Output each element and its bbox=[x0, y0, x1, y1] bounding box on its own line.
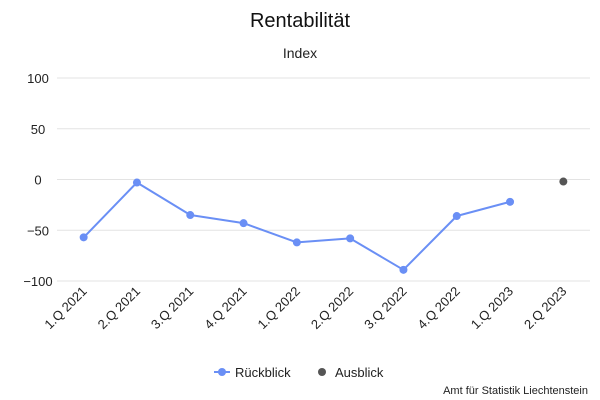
x-tick-label: 2.Q 2022 bbox=[308, 284, 356, 332]
x-tick-label: 3.Q 2022 bbox=[361, 284, 409, 332]
x-tick-label: 2.Q 2023 bbox=[521, 284, 569, 332]
x-tick-label: 4.Q 2021 bbox=[201, 284, 249, 332]
series-line bbox=[82, 181, 511, 271]
y-tick-label: 50 bbox=[31, 122, 45, 137]
y-axis-ticks: 100 50 0 −50 −100 bbox=[23, 71, 52, 289]
credits-text: Amt für Statistik Liechtenstein bbox=[443, 385, 588, 397]
legend[interactable]: Rückblick Ausblick bbox=[214, 365, 384, 380]
x-tick-label: 2.Q 2021 bbox=[95, 284, 143, 332]
data-point[interactable] bbox=[239, 219, 248, 228]
data-point[interactable] bbox=[186, 211, 195, 220]
chart-title: Rentabilität bbox=[250, 10, 351, 32]
x-tick-label: 4.Q 2022 bbox=[414, 284, 462, 332]
legend-marker bbox=[318, 368, 326, 376]
x-tick-label: 1.Q 2022 bbox=[255, 284, 303, 332]
legend-label: Ausblick bbox=[335, 365, 384, 380]
legend-item-rückblick[interactable]: Rückblick bbox=[214, 365, 291, 380]
data-point[interactable] bbox=[132, 178, 141, 187]
data-point[interactable] bbox=[559, 177, 568, 186]
y-tick-label: 0 bbox=[34, 173, 41, 188]
data-point[interactable] bbox=[346, 234, 355, 243]
x-tick-label: 3.Q 2021 bbox=[148, 284, 196, 332]
data-point[interactable] bbox=[452, 212, 461, 221]
x-axis-ticks: 1.Q 2021 2.Q 2021 3.Q 2021 4.Q 2021 1.Q 2022… bbox=[41, 284, 569, 332]
y-tick-label: 100 bbox=[27, 71, 49, 86]
data-point[interactable] bbox=[79, 233, 88, 242]
legend-item-ausblick[interactable]: Ausblick bbox=[318, 365, 384, 380]
data-point[interactable] bbox=[292, 238, 301, 247]
series-rückblick bbox=[79, 178, 515, 274]
series-layer bbox=[79, 177, 568, 274]
x-tick-label: 1.Q 2023 bbox=[468, 284, 516, 332]
series-ausblick bbox=[559, 177, 568, 186]
y-tick-label: −50 bbox=[27, 223, 49, 238]
legend-label: Rückblick bbox=[235, 365, 291, 380]
data-point[interactable] bbox=[506, 197, 515, 206]
data-point[interactable] bbox=[399, 265, 408, 274]
legend-marker bbox=[218, 368, 226, 376]
x-tick-label: 1.Q 2021 bbox=[41, 284, 89, 332]
chart-subtitle: Index bbox=[283, 45, 317, 61]
gridlines bbox=[57, 77, 590, 282]
y-tick-label: −100 bbox=[23, 274, 52, 289]
